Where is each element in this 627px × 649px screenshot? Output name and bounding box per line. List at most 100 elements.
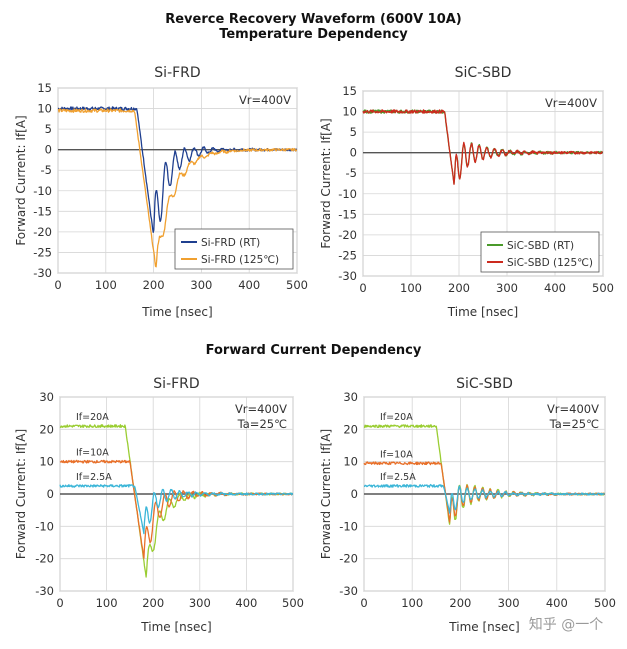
annotation: Vr=400V bbox=[239, 93, 291, 107]
x-tick-label: 500 bbox=[282, 596, 304, 610]
y-tick-label: -15 bbox=[338, 207, 357, 221]
y-tick-label: -10 bbox=[339, 519, 358, 533]
x-tick-label: 200 bbox=[143, 278, 165, 292]
section1-title-line1: Reverce Recovery Waveform (600V 10A) bbox=[165, 12, 462, 27]
y-tick-label: -20 bbox=[33, 225, 52, 239]
y-tick-label: -20 bbox=[35, 552, 54, 566]
section2-title: Forward Current Dependency bbox=[205, 343, 422, 358]
y-tick-label: 5 bbox=[45, 122, 52, 136]
x-tick-label: 200 bbox=[448, 281, 470, 295]
x-tick-label: 300 bbox=[498, 596, 520, 610]
chart-2: 0 100 200 300 400 500 15 10 5 0 -5 -10 -15 -20 -25 -30 S… bbox=[319, 65, 614, 319]
y-tick-label: -25 bbox=[33, 245, 52, 259]
series-label: If=2.5A bbox=[76, 472, 112, 483]
x-tick-label: 0 bbox=[56, 596, 63, 610]
series-label: If=10A bbox=[76, 448, 109, 459]
series-line-2 bbox=[362, 109, 603, 185]
y-tick-label: -25 bbox=[338, 248, 357, 262]
series-label: If=10A bbox=[380, 449, 413, 460]
x-tick-label: 500 bbox=[594, 596, 616, 610]
x-tick-label: 100 bbox=[96, 596, 118, 610]
y-tick-label: -10 bbox=[35, 519, 54, 533]
y-tick-label: -30 bbox=[338, 269, 357, 283]
x-tick-label: 400 bbox=[235, 596, 257, 610]
x-tick-label: 0 bbox=[54, 278, 61, 292]
y-tick-label: -15 bbox=[33, 204, 52, 218]
chart-3: 0 100 200 300 400 5003020100-10-20-30Si-FRDTi… bbox=[14, 376, 304, 634]
series-label: If=20A bbox=[76, 412, 109, 423]
series-label: If=20A bbox=[380, 412, 413, 423]
x-axis-label: Time [nsec] bbox=[141, 305, 212, 319]
legend: Si-FRD (RT) Si-FRD (125℃) bbox=[174, 228, 294, 270]
x-tick-label: 200 bbox=[449, 596, 471, 610]
y-tick-label: -10 bbox=[33, 184, 52, 198]
chart-title: SiC-SBD bbox=[456, 376, 513, 392]
chart-title: Si-FRD bbox=[154, 65, 200, 81]
x-tick-label: 0 bbox=[359, 281, 366, 295]
legend-box bbox=[174, 228, 294, 270]
y-tick-label: 10 bbox=[342, 105, 357, 119]
y-tick-label: 5 bbox=[350, 125, 357, 139]
section1-title: Reverce Recovery Waveform (600V 10A) Tem… bbox=[0, 12, 627, 42]
y-tick-label: 0 bbox=[351, 487, 358, 501]
y-tick-label: 30 bbox=[39, 390, 54, 404]
chart-4: 0 100 200 300 400 5003020100-10-20-30SiC-SBDT… bbox=[319, 376, 616, 634]
y-tick-label: -30 bbox=[33, 266, 52, 280]
legend-label: Si-FRD (125℃) bbox=[201, 254, 279, 266]
series-label: If=2.5A bbox=[380, 472, 416, 483]
y-tick-label: 20 bbox=[39, 422, 54, 436]
y-tick-label: 20 bbox=[343, 422, 358, 436]
legend-label: SiC-SBD (125℃) bbox=[507, 257, 593, 269]
section1-title-line2: Temperature Dependency bbox=[219, 27, 408, 42]
x-tick-label: 300 bbox=[190, 278, 212, 292]
y-tick-label: -30 bbox=[35, 584, 54, 598]
y-tick-label: -5 bbox=[346, 166, 357, 180]
y-tick-label: 30 bbox=[343, 390, 358, 404]
annotation: Ta=25℃ bbox=[549, 417, 599, 431]
series-line-3 bbox=[363, 483, 605, 514]
y-axis-label: Forward Current: If[A] bbox=[14, 115, 28, 245]
chart-1: 0 100 200 300 400 500 15 10 5 0 -5 -10 -15 -20 -25 -30 S… bbox=[14, 65, 308, 319]
y-tick-label: -10 bbox=[338, 187, 357, 201]
y-tick-label: -30 bbox=[339, 584, 358, 598]
y-tick-label: 15 bbox=[342, 84, 357, 98]
x-axis-label: Time [nsec] bbox=[447, 305, 518, 319]
y-axis-label: Forward Current: If[A] bbox=[14, 429, 28, 559]
y-tick-label: -5 bbox=[41, 163, 52, 177]
x-tick-label: 400 bbox=[238, 278, 260, 292]
x-tick-label: 0 bbox=[360, 596, 367, 610]
x-tick-label: 400 bbox=[546, 596, 568, 610]
y-axis-label: Forward Current: If[A] bbox=[319, 429, 333, 559]
x-tick-label: 400 bbox=[544, 281, 566, 295]
x-tick-label: 100 bbox=[95, 278, 117, 292]
chart-title: SiC-SBD bbox=[455, 65, 512, 81]
x-tick-label: 500 bbox=[286, 278, 308, 292]
x-axis-label: Time [nsec] bbox=[448, 620, 519, 634]
annotation: Vr=400V bbox=[235, 402, 287, 416]
x-tick-label: 500 bbox=[592, 281, 614, 295]
legend-label: SiC-SBD (RT) bbox=[507, 240, 574, 252]
y-tick-label: 0 bbox=[47, 487, 54, 501]
chart-title: Si-FRD bbox=[153, 376, 199, 392]
y-tick-label: 15 bbox=[37, 81, 52, 95]
y-tick-label: -20 bbox=[339, 552, 358, 566]
y-axis-label: Forward Current: If[A] bbox=[319, 118, 333, 248]
y-tick-label: 0 bbox=[45, 143, 52, 157]
x-tick-label: 100 bbox=[401, 596, 423, 610]
legend-box bbox=[480, 231, 600, 273]
y-tick-label: 10 bbox=[37, 102, 52, 116]
x-axis-label: Time [nsec] bbox=[140, 620, 211, 634]
x-tick-label: 200 bbox=[142, 596, 164, 610]
annotation: Vr=400V bbox=[547, 402, 599, 416]
annotation: Ta=25℃ bbox=[237, 417, 287, 431]
x-tick-label: 100 bbox=[400, 281, 422, 295]
x-tick-label: 300 bbox=[189, 596, 211, 610]
annotation: Vr=400V bbox=[545, 96, 597, 110]
series-line-2 bbox=[57, 108, 298, 268]
y-tick-label: 0 bbox=[350, 146, 357, 160]
y-tick-label: 10 bbox=[39, 455, 54, 469]
series-line-3 bbox=[59, 484, 294, 535]
y-tick-label: 10 bbox=[343, 455, 358, 469]
x-tick-label: 300 bbox=[496, 281, 518, 295]
